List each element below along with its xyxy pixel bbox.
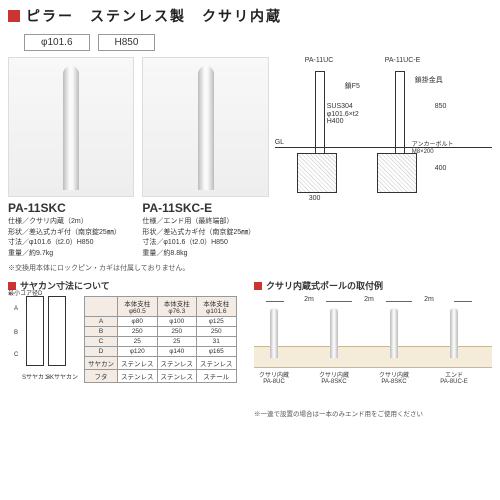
dia-sleeve: SUS304 φ101.6×t2 H400 bbox=[327, 103, 359, 126]
dia-chain: 鎖F5 bbox=[345, 81, 360, 91]
dia-right-label: PA-11UC-E bbox=[385, 57, 421, 64]
inst-label-1: クサリ内蔵 PA-8SKC bbox=[314, 370, 354, 385]
row-sayakan: サヤカン bbox=[85, 357, 118, 370]
spec-line: 仕様／クサリ内蔵（2m） bbox=[8, 217, 134, 228]
row-c: C bbox=[85, 337, 118, 347]
product-1-specs: 仕様／エンド用（最終端部） 形状／差込式カギ付（南京錠25㎜） 寸法／φ101.… bbox=[142, 217, 268, 259]
spec-line: 重量／約9.7kg bbox=[8, 249, 134, 260]
install-diagram: 2m 2m 2m クサリ内蔵 PA-8UC クサリ内蔵 PA-8SKC クサリ内… bbox=[254, 296, 492, 406]
sec-square bbox=[254, 282, 262, 290]
row-a: A bbox=[85, 317, 118, 327]
row-d: D bbox=[85, 347, 118, 357]
sayakan-table: 本体支柱 φ60.5 本体支柱 φ76.3 本体支柱 φ101.6 Aφ80φ1… bbox=[84, 296, 237, 383]
th-col1: 本体支柱 φ76.3 bbox=[157, 297, 197, 317]
inst-label-0: クサリ内蔵 PA-8UC bbox=[254, 370, 294, 385]
product-0: PA-11SKC 仕様／クサリ内蔵（2m） 形状／差込式カギ付（南京錠25㎜） … bbox=[8, 57, 134, 259]
inst-pillar-2 bbox=[390, 308, 398, 358]
page-title: ピラー ステンレス製 クサリ内蔵 bbox=[26, 6, 282, 26]
title-bar: ピラー ステンレス製 クサリ内蔵 bbox=[0, 0, 500, 32]
spec-line: 形状／差込式カギ付（南京錠25㎜） bbox=[142, 228, 268, 239]
install-note: ※一連で設置の場合は一本のみエンド用をご使用ください bbox=[254, 408, 492, 418]
spec-line: 寸法／φ101.6（t2.0）H850 bbox=[142, 238, 268, 249]
inst-label-3: エンド PA-8UC-E bbox=[434, 370, 474, 385]
dia-anchor: アンカーボルト M8×200 bbox=[412, 142, 454, 155]
sayakan-diagram: 最小コア径D A B C Sサヤカン SKサヤカン bbox=[8, 296, 78, 386]
sk-label: SKサヤカン bbox=[46, 372, 78, 381]
install-title: クサリ内蔵式ポールの取付例 bbox=[266, 279, 383, 292]
th-col2: 本体支柱 φ101.6 bbox=[197, 297, 237, 317]
tech-diagram: PA-11UC PA-11UC-E GL 鎖F5 鎖掛金具 SUS304 φ10… bbox=[275, 57, 492, 259]
th-col0: 本体支柱 φ60.5 bbox=[118, 297, 158, 317]
exchange-note: ※交換用本体にロックピン・カギは付属しておりません。 bbox=[0, 259, 500, 279]
product-0-specs: 仕様／クサリ内蔵（2m） 形状／差込式カギ付（南京錠25㎜） 寸法／φ101.6… bbox=[8, 217, 134, 259]
inst-pillar-0 bbox=[270, 308, 278, 358]
dia-gl: GL bbox=[275, 139, 284, 146]
row-b: B bbox=[85, 327, 118, 337]
spec-line: 寸法／φ101.6（t2.0）H850 bbox=[8, 238, 134, 249]
inst-pillar-3 bbox=[450, 308, 458, 358]
th-blank bbox=[85, 297, 118, 317]
inst-label-2: クサリ内蔵 PA-8SKC bbox=[374, 370, 414, 385]
dia-w300: 300 bbox=[309, 195, 321, 202]
dia-left-label: PA-11UC bbox=[305, 57, 334, 64]
product-1-code: PA-11SKC-E bbox=[142, 201, 268, 215]
product-1-image bbox=[142, 57, 268, 197]
title-square bbox=[8, 10, 20, 22]
inst-pillar-1 bbox=[330, 308, 338, 358]
product-0-image bbox=[8, 57, 134, 197]
spec-height: H850 bbox=[98, 34, 156, 51]
spec-line: 仕様／エンド用（最終端部） bbox=[142, 217, 268, 228]
dia-foot-right bbox=[377, 153, 417, 193]
dia-h400: 400 bbox=[435, 165, 447, 172]
dia-h850: 850 bbox=[435, 103, 447, 110]
product-1: PA-11SKC-E 仕様／エンド用（最終端部） 形状／差込式カギ付（南京錠25… bbox=[142, 57, 268, 259]
sayakan-section: サヤカン寸法について 最小コア径D A B C Sサヤカン SKサヤカン 本体支… bbox=[8, 279, 246, 418]
dia-fixture: 鎖掛金具 bbox=[415, 75, 443, 85]
product-0-code: PA-11SKC bbox=[8, 201, 134, 215]
spec-line: 重量／約8.8kg bbox=[142, 249, 268, 260]
spec-line: 形状／差込式カギ付（南京錠25㎜） bbox=[8, 228, 134, 239]
spec-bar: φ101.6 H850 bbox=[0, 32, 500, 57]
dia-gl-line bbox=[275, 147, 492, 148]
dia-foot-left bbox=[297, 153, 337, 193]
install-section: クサリ内蔵式ポールの取付例 2m 2m 2m クサリ内蔵 PA-8UC クサリ内… bbox=[254, 279, 492, 418]
row-futa: フタ bbox=[85, 370, 118, 383]
spec-diameter: φ101.6 bbox=[24, 34, 90, 51]
span-2: 2m bbox=[404, 296, 454, 303]
products: PA-11SKC 仕様／クサリ内蔵（2m） 形状／差込式カギ付（南京錠25㎜） … bbox=[8, 57, 269, 259]
